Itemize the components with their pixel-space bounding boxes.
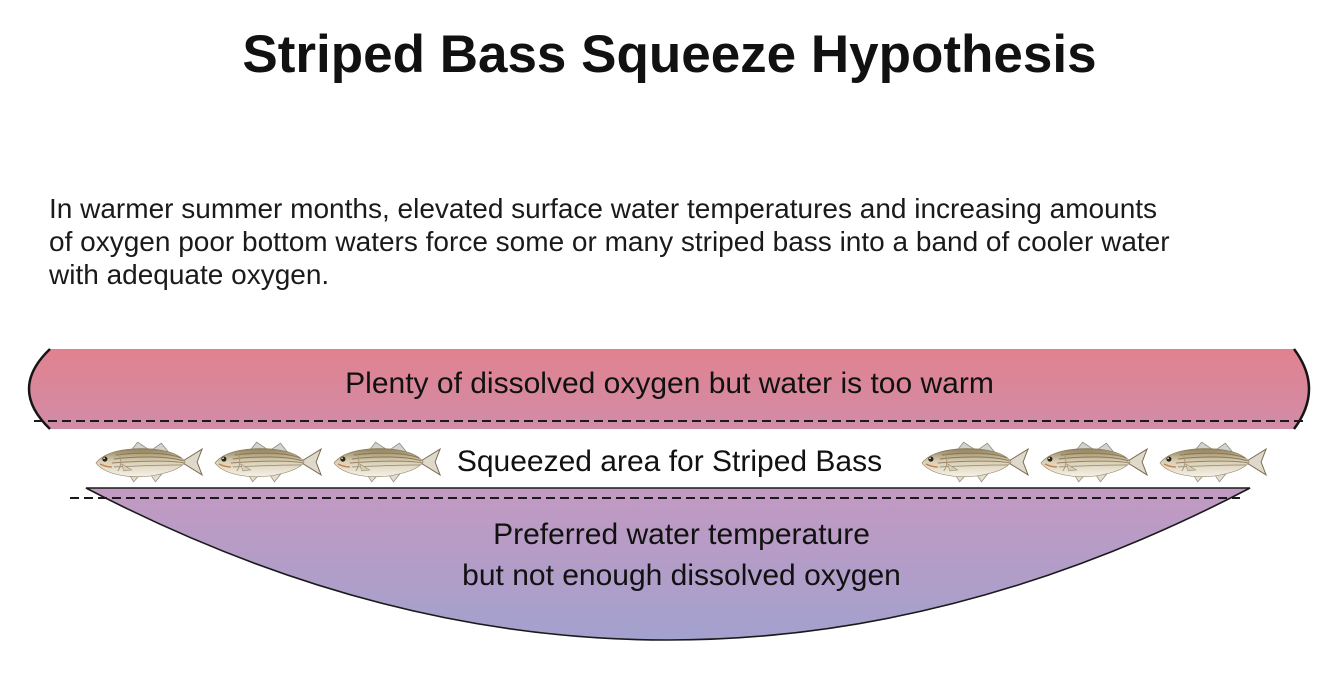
- squeeze-band-label: Squeezed area for Striped Bass: [456, 445, 883, 478]
- intro-line: In warmer summer months, elevated surfac…: [49, 193, 1158, 224]
- intro-line: of oxygen poor bottom waters force some …: [49, 226, 1170, 257]
- striped-bass-icon: [1037, 440, 1156, 484]
- surface-band-label: Plenty of dissolved oxygen but water is …: [345, 367, 994, 400]
- bottom-band-shape: [85, 487, 1251, 641]
- bottom-band-label-line2: but not enough dissolved oxygen: [462, 559, 901, 592]
- intro-paragraph: In warmer summer months, elevated surfac…: [49, 192, 1170, 291]
- bottom-band-label: Preferred water temperature but not enou…: [12, 514, 1339, 596]
- squeeze-diagram: [27, 348, 1311, 641]
- intro-line: with adequate oxygen.: [49, 259, 330, 290]
- striped-bass-icon: [1156, 440, 1275, 484]
- page-title: Striped Bass Squeeze Hypothesis: [242, 25, 1097, 84]
- bottom-band-label-line1: Preferred water temperature: [493, 518, 870, 551]
- striped-bass-icon: [918, 440, 1037, 484]
- surface-band-shape: [29, 349, 1309, 429]
- fish-row-right: [918, 440, 1275, 484]
